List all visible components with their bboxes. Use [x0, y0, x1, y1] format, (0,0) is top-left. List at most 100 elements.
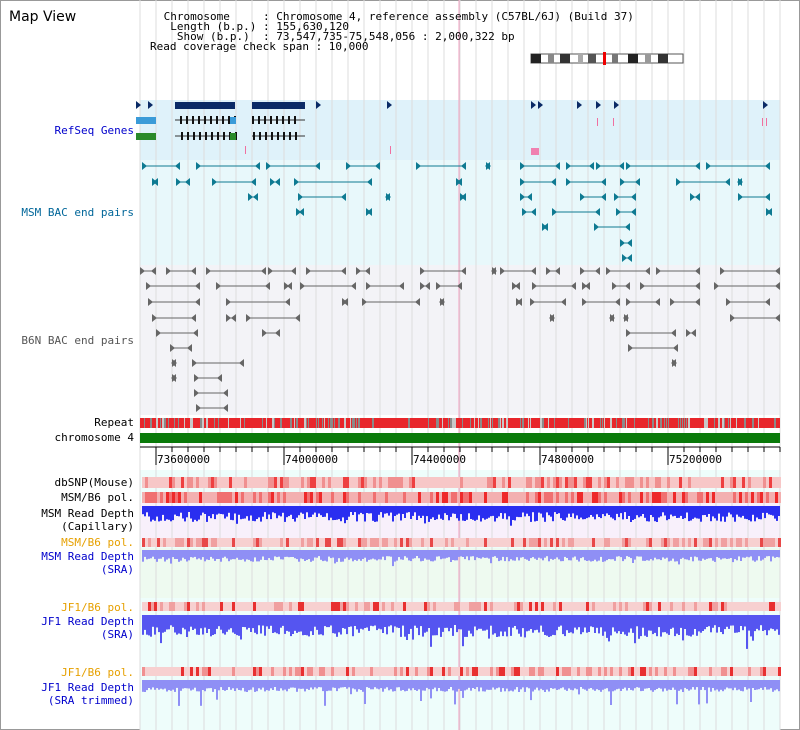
depth-bar	[240, 680, 242, 691]
depth-bar	[218, 680, 220, 691]
heat-cell	[607, 602, 610, 611]
depth-bar	[502, 506, 504, 519]
heat-cell	[268, 538, 271, 547]
bac-end-marker	[627, 254, 632, 262]
heat-cell	[319, 667, 322, 676]
heat-cell	[280, 602, 283, 611]
depth-bar	[726, 550, 728, 559]
depth-bar	[452, 680, 454, 691]
heat-cell	[529, 667, 532, 676]
depth-bar	[756, 506, 758, 518]
heat-cell	[253, 492, 256, 503]
depth-bar	[536, 615, 538, 630]
heat-cell	[346, 538, 349, 547]
depth-bar	[218, 615, 220, 627]
depth-bar	[708, 615, 710, 627]
depth-bar	[384, 680, 386, 689]
depth-bar	[752, 680, 754, 688]
depth-bar	[518, 506, 520, 518]
depth-bar	[606, 615, 608, 638]
heat-cell	[718, 667, 721, 676]
heat-cell	[226, 538, 229, 547]
chromosome-ideogram-icon	[530, 52, 684, 65]
depth-bar	[652, 615, 654, 635]
depth-bar	[696, 550, 698, 558]
heat-cell	[628, 602, 631, 611]
depth-bar	[588, 615, 590, 632]
heat-cell	[226, 602, 229, 611]
heat-cell	[142, 667, 145, 676]
heat-cell	[277, 477, 280, 488]
depth-bar	[268, 550, 270, 559]
heat-cell	[190, 602, 193, 611]
repeat-gap	[354, 418, 355, 428]
depth-bar	[512, 506, 514, 520]
track-label-refseq[interactable]: RefSeq Genes	[54, 124, 134, 137]
bac-end-marker	[582, 282, 587, 290]
depth-bar	[568, 506, 570, 514]
depth-bar	[738, 506, 740, 517]
heat-cell	[376, 667, 379, 676]
exon	[205, 132, 207, 140]
heat-cell	[460, 667, 463, 676]
depth-bar	[584, 506, 586, 520]
depth-bar	[500, 506, 502, 513]
depth-bar	[734, 615, 736, 633]
depth-bar	[376, 506, 378, 522]
depth-bar	[414, 506, 416, 513]
heat-cell	[760, 667, 763, 676]
track-label-msm-bac[interactable]: MSM BAC end pairs	[21, 206, 134, 219]
depth-bar	[524, 506, 526, 517]
bac-end-marker	[546, 267, 551, 275]
depth-bar	[188, 615, 190, 632]
bac-end-marker	[635, 178, 640, 186]
heat-cell	[172, 602, 175, 611]
depth-bar	[256, 615, 258, 635]
depth-bar	[514, 550, 516, 561]
depth-bar	[422, 506, 424, 516]
depth-bar	[546, 506, 548, 513]
exon	[192, 116, 194, 124]
heat-cell	[277, 667, 280, 676]
depth-bar	[390, 615, 392, 626]
heat-cell	[517, 477, 520, 488]
depth-bar	[680, 506, 682, 516]
depth-bar	[234, 550, 236, 560]
heat-cell	[625, 538, 628, 547]
depth-bar	[712, 506, 714, 517]
heat-cell	[355, 667, 358, 676]
depth-bar	[146, 550, 148, 560]
exon	[199, 132, 201, 140]
depth-bar	[480, 506, 482, 522]
heat-cell	[421, 538, 424, 547]
repeat-gap	[502, 418, 504, 428]
depth-bar	[712, 615, 714, 628]
bac-end-marker	[620, 239, 625, 247]
depth-bar	[494, 680, 496, 690]
depth-bar	[768, 680, 770, 690]
depth-bar	[484, 615, 486, 631]
heat-cell	[586, 492, 589, 503]
heat-cell	[403, 477, 406, 488]
heat-cell	[724, 477, 727, 488]
depth-bar	[584, 680, 586, 690]
exon	[289, 132, 291, 140]
heat-cell	[454, 538, 457, 547]
depth-bar	[648, 506, 650, 522]
bac-end-marker	[612, 282, 617, 290]
track-label-b6n-bac[interactable]: B6N BAC end pairs	[21, 334, 134, 347]
bac-end-marker	[185, 178, 190, 186]
depth-bar	[270, 550, 272, 560]
heat-cell	[346, 477, 349, 488]
heat-cell	[388, 477, 391, 488]
bac-end-marker	[527, 193, 532, 201]
depth-bar	[746, 615, 748, 649]
depth-bar	[206, 550, 208, 560]
heat-cell	[442, 667, 445, 676]
heat-cell	[580, 492, 583, 503]
repeat-gap	[622, 418, 624, 428]
depth-bar	[470, 506, 472, 519]
depth-bar	[186, 615, 188, 637]
depth-bar	[632, 550, 634, 563]
